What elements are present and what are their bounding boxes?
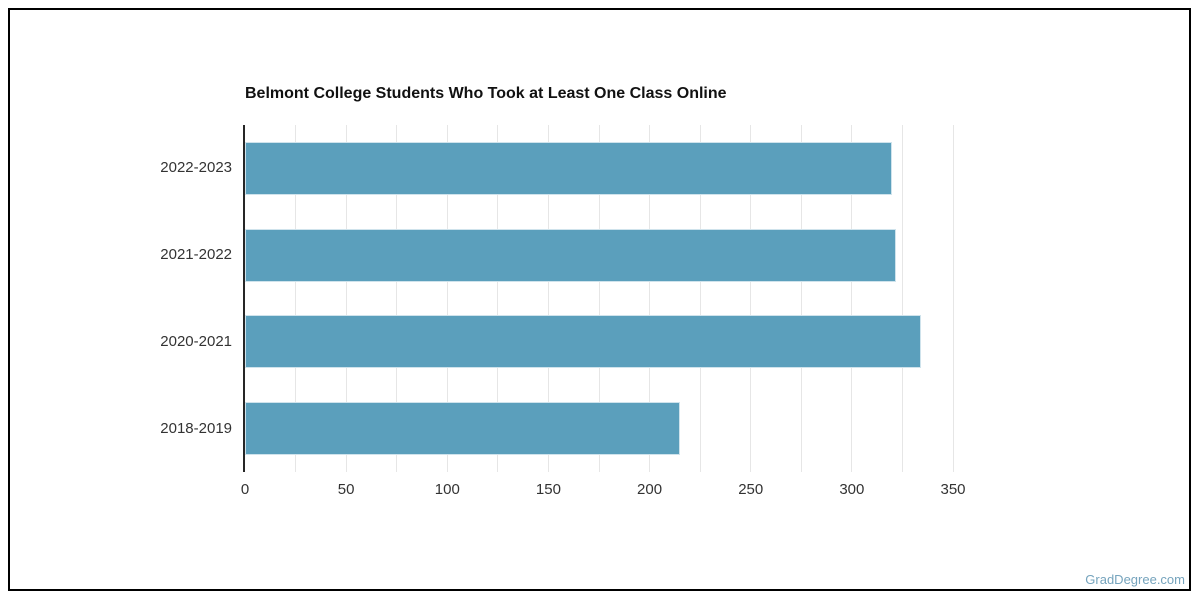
bar-2021-2022 <box>245 228 897 282</box>
gridline-50 <box>345 125 347 472</box>
gridline-100 <box>446 125 448 472</box>
x-axis-tick-label-200: 200 <box>637 481 663 498</box>
x-axis-tick-label-250: 250 <box>738 481 764 498</box>
gridline-225 <box>699 125 701 472</box>
x-axis-tick-label-0: 0 <box>240 481 250 498</box>
plot-area <box>243 125 954 472</box>
y-axis-label-2020-2021: 2020-2021 <box>160 332 232 350</box>
gridline-350 <box>952 125 954 472</box>
bar-2020-2021 <box>245 315 921 369</box>
y-axis-label-2018-2019: 2018-2019 <box>160 419 232 437</box>
gridline-125 <box>497 125 499 472</box>
bar-2018-2019 <box>245 402 680 456</box>
bar-2022-2023 <box>245 141 893 195</box>
x-axis-tick-label-100: 100 <box>434 481 460 498</box>
gridline-25 <box>295 125 297 472</box>
gridline-325 <box>901 125 903 472</box>
gridline-200 <box>649 125 651 472</box>
y-axis-label-2021-2022: 2021-2022 <box>160 246 232 264</box>
chart-title: Belmont College Students Who Took at Lea… <box>245 85 727 102</box>
gridline-150 <box>547 125 549 472</box>
watermark-link[interactable]: GradDegree.com <box>1085 572 1185 587</box>
gridline-250 <box>750 125 752 472</box>
x-axis-tick-label-300: 300 <box>839 481 865 498</box>
x-axis-tick-label-50: 50 <box>337 481 355 498</box>
x-axis-tick-label-350: 350 <box>940 481 966 498</box>
y-axis-label-2022-2023: 2022-2023 <box>160 159 232 177</box>
gridline-300 <box>851 125 853 472</box>
gridline-75 <box>396 125 398 472</box>
gridline-275 <box>800 125 802 472</box>
gridline-175 <box>598 125 600 472</box>
y-axis-line <box>243 125 245 472</box>
x-axis-tick-label-150: 150 <box>535 481 561 498</box>
